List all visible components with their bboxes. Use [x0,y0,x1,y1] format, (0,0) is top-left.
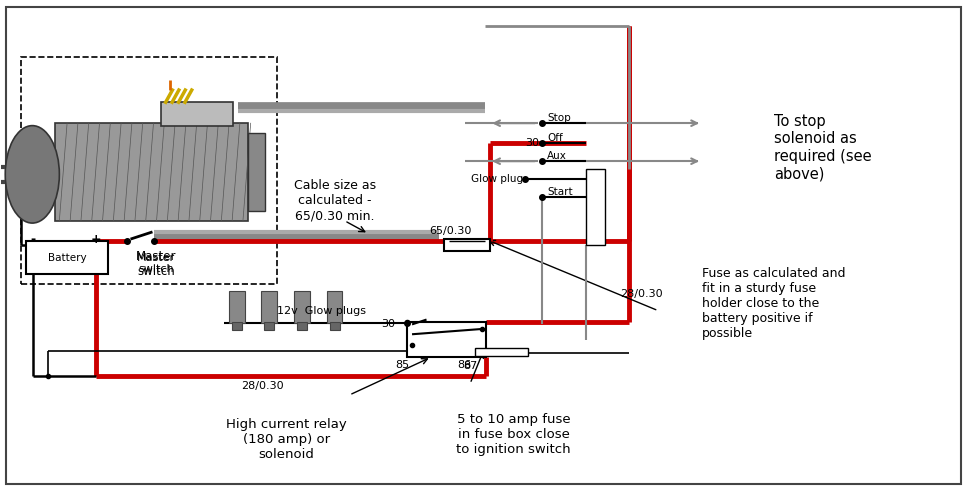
Text: 12v  Glow plugs: 12v Glow plugs [277,306,365,316]
Bar [329,322,339,330]
Text: Fuse as calculated and
fit in a sturdy fuse
holder close to the
battery positive: Fuse as calculated and fit in a sturdy f… [702,267,845,340]
Text: 86: 86 [457,361,472,370]
Bar [265,322,274,330]
Bar [295,291,310,323]
Text: +: + [91,233,102,245]
Bar [230,291,245,323]
Bar [20,57,277,284]
Text: Battery: Battery [47,253,86,263]
Bar [262,291,277,323]
Text: 5 to 10 amp fuse
in fuse box close
to ignition switch: 5 to 10 amp fuse in fuse box close to ig… [456,413,571,456]
Text: Aux: Aux [547,151,567,161]
Bar [248,133,266,211]
Bar [475,348,528,356]
Text: Start: Start [547,187,573,197]
Text: Glow plug: Glow plug [471,174,523,184]
Bar [25,241,108,274]
Bar [233,322,242,330]
Text: 87: 87 [463,361,478,371]
Text: Stop: Stop [547,113,571,123]
Text: Cable size as
calculated -
65/0.30 min.: Cable size as calculated - 65/0.30 min. [294,179,376,222]
Text: High current relay
(180 amp) or
solenoid: High current relay (180 amp) or solenoid [226,418,347,461]
Bar [54,123,248,220]
Text: 30: 30 [382,319,395,329]
Text: Master
switch: Master switch [137,253,175,274]
Text: -: - [31,233,36,245]
Ellipse shape [5,125,59,223]
Bar [327,291,342,323]
Bar [407,322,486,357]
Bar [161,102,234,125]
Text: 28/0.30: 28/0.30 [620,289,663,299]
Text: Master
switch: Master switch [136,250,176,278]
Text: To stop
solenoid as
required (see
above): To stop solenoid as required (see above) [774,114,872,181]
Bar [297,322,307,330]
Bar [444,239,490,251]
Bar [586,170,606,245]
Text: Off: Off [547,133,563,143]
Text: 65/0.30: 65/0.30 [429,226,472,236]
Text: 30: 30 [525,138,540,147]
Text: 85: 85 [395,361,409,370]
Text: 28/0.30: 28/0.30 [241,381,284,392]
